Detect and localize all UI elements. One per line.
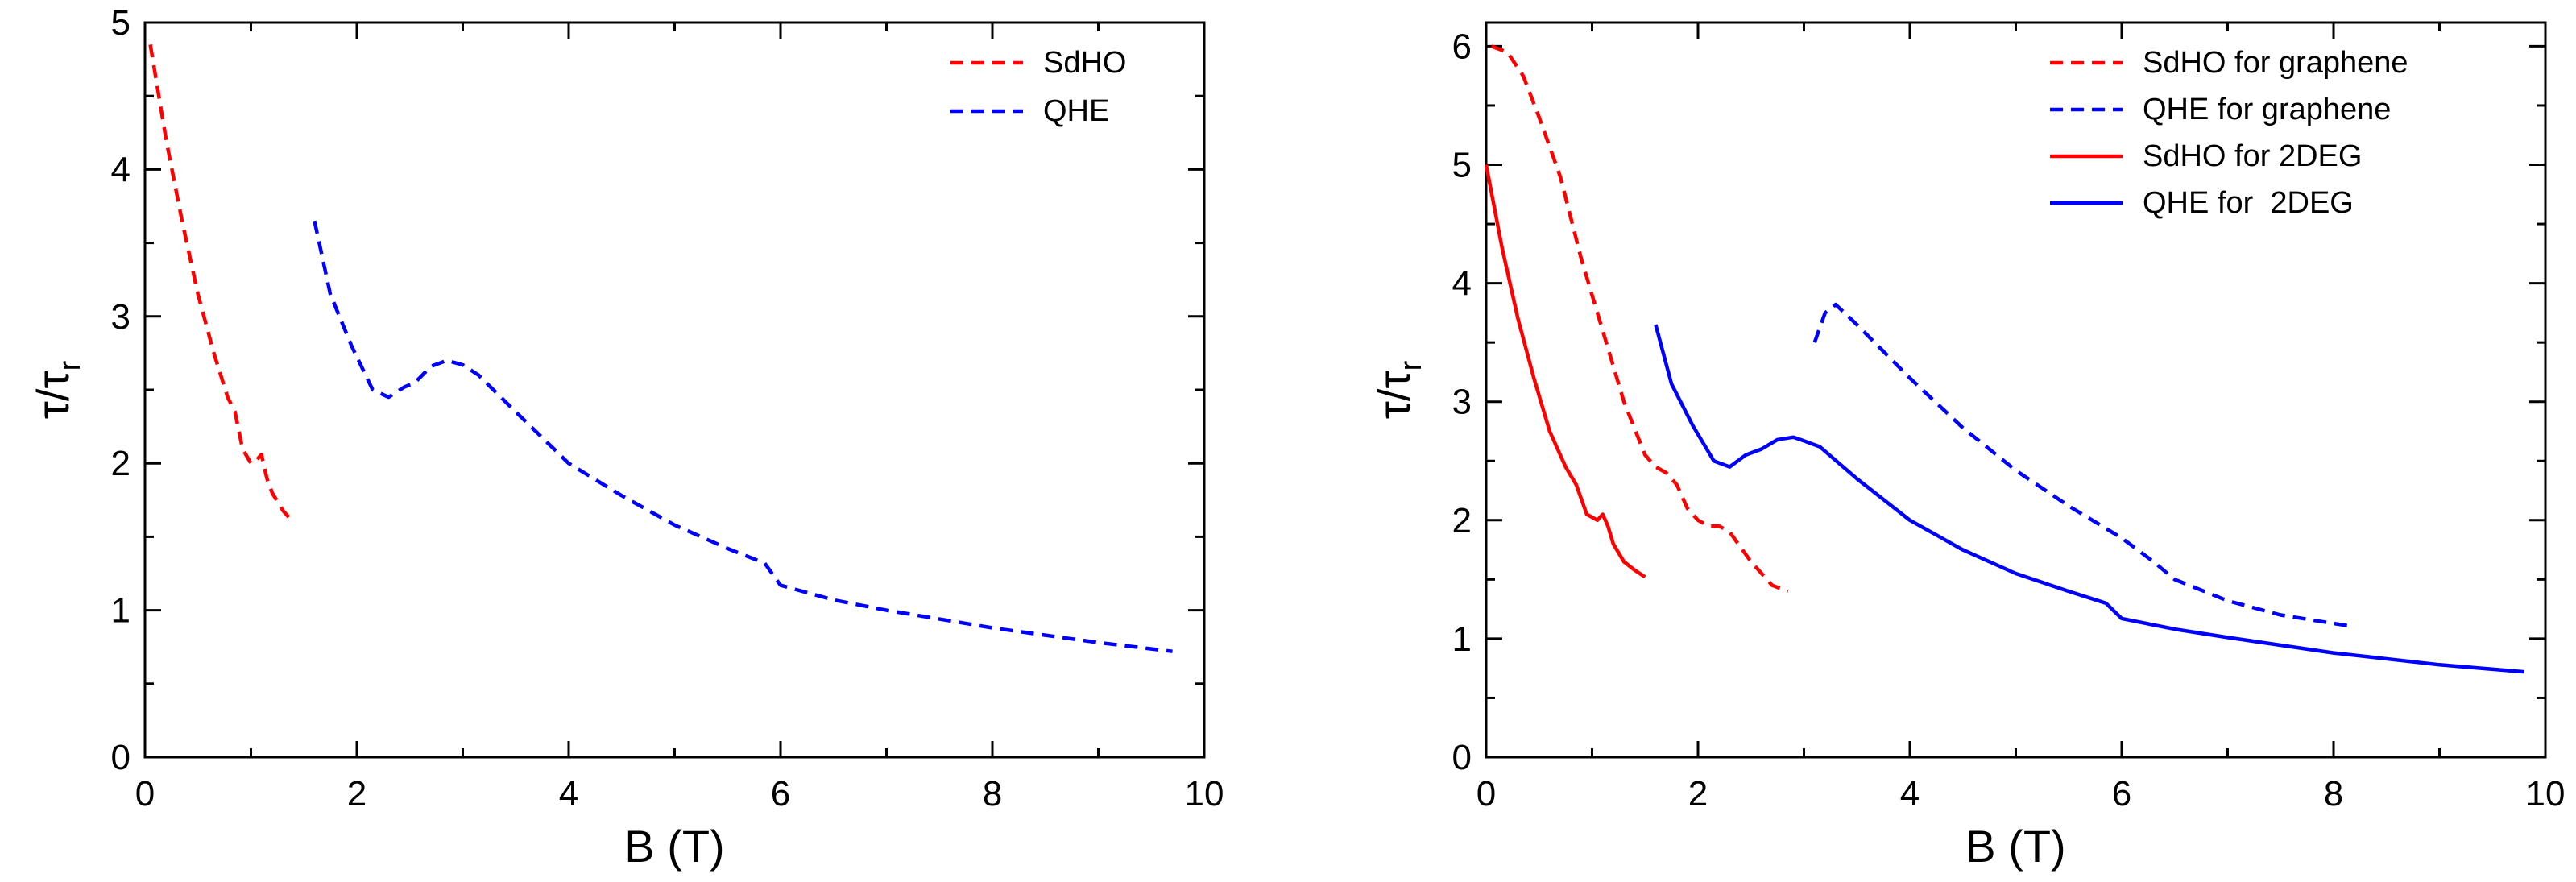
x-tick-label: 6 [2112,774,2131,814]
x-tick-label: 8 [2324,774,2343,814]
plot-frame [143,21,1206,759]
x-tick-label: 0 [135,774,155,814]
legend: SdHO QHE [950,46,1126,128]
x-axis-title: B (T) [1965,821,2065,872]
chart-panel-2: 0 2 4 6 8 10 0 1 2 3 4 5 6 B (T) τ/τr SdHO for graphene… [1369,21,2566,872]
x-axis-title: B (T) [624,821,724,872]
x-tick-label: 10 [1185,774,1224,814]
y-tick-label: 2 [111,444,130,483]
y-tick-label: 0 [111,738,130,777]
y-tick-label: 4 [111,150,130,189]
series-line-qhe-for-2deg [1654,324,2524,674]
x-tick-label: 2 [1688,774,1708,814]
x-tick-label: 4 [559,774,578,814]
y-axis-title: τ/τr [27,360,87,419]
legend-label: QHE for graphene [2143,93,2391,126]
y-tick-label: 4 [1452,264,1472,304]
y-tick-label: 3 [1452,383,1472,422]
series-line-sdho-for-2deg [1484,164,1646,579]
y-tick-label: 3 [111,297,130,337]
y-axis-title: τ/τr [1369,360,1428,419]
y-tick-label: 5 [1452,146,1472,185]
chart-panel-1: 0 2 4 6 8 10 0 1 2 3 4 5 B (T) τ/τr SdHO QHE [27,3,1224,872]
y-tick-label: 1 [1452,619,1472,659]
plot-frame [1485,21,2547,759]
x-tick-label: 6 [771,774,790,814]
y-tick-label: 2 [1452,501,1472,540]
legend-label: SdHO [1043,46,1126,80]
series-line-sdho-for-graphene [1490,44,1789,594]
series-line-sdho [148,44,295,524]
x-tick-label: 0 [1476,774,1496,814]
y-axis-title-subscript: r [1394,360,1428,371]
y-tick-label: 0 [1452,738,1472,777]
legend-label: SdHO for graphene [2143,46,2408,80]
y-axis-title-subscript: r [53,360,87,371]
y-tick-label: 5 [111,3,130,43]
x-tick-label: 10 [2526,774,2566,814]
series-line-qhe-for-graphene [1812,302,2355,629]
series-line-qhe [313,220,1173,653]
legend: SdHO for graphene QHE for graphene SdHO fo… [2050,46,2408,220]
y-axis-title-main: τ/τ [27,371,78,419]
y-tick-label: 6 [1452,27,1472,66]
y-tick-label: 1 [111,591,130,631]
legend-label: QHE for 2DEG [2143,186,2354,220]
y-axis-title-main: τ/τ [1369,371,1419,419]
legend-label: SdHO for 2DEG [2143,139,2362,173]
x-tick-label: 2 [347,774,367,814]
legend-label: QHE [1043,94,1109,128]
x-tick-label: 8 [983,774,1002,814]
x-tick-label: 4 [1900,774,1920,814]
